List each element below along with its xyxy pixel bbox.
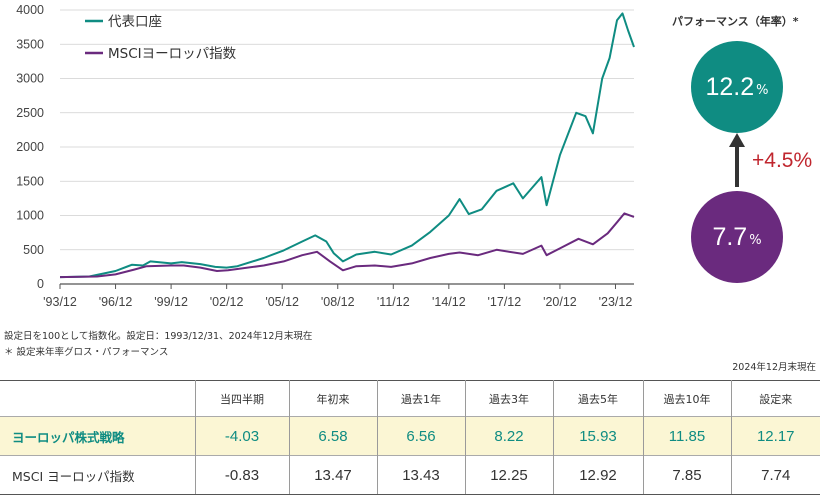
- row-label: ヨーロッパ株式戦略: [0, 416, 195, 456]
- table-row-index: MSCI ヨーロッパ指数 -0.83 13.47 13.43 12.25 12.…: [0, 455, 820, 495]
- y-tick-label: 4000: [16, 3, 44, 17]
- table-cell: 13.47: [288, 455, 377, 495]
- table-cell: 7.85: [642, 455, 731, 495]
- y-tick-label: 3000: [16, 72, 44, 86]
- index-performance-unit: %: [749, 232, 762, 248]
- header-quarter: 当四半期: [194, 380, 289, 417]
- x-tick-label: '14/12: [432, 295, 466, 309]
- header-10y: 過去10年: [642, 380, 731, 417]
- performance-table: 当四半期 年初来 過去1年 過去3年 過去5年 過去10年 設定来 ヨーロッパ株…: [0, 380, 820, 495]
- row-label: MSCI ヨーロッパ指数: [0, 455, 195, 495]
- x-tick-label: '23/12: [599, 295, 633, 309]
- table-cell: 8.22: [464, 416, 553, 456]
- x-tick-label: '08/12: [321, 295, 355, 309]
- table-cell: 12.25: [464, 455, 553, 495]
- fund-performance-circle: 12.2%: [691, 41, 783, 133]
- table-cell: 7.74: [730, 455, 820, 495]
- table-cell: 12.17: [730, 416, 820, 456]
- up-arrow-icon: [729, 133, 745, 187]
- legend: 代表口座 MSCIヨーロッパ指数: [85, 14, 237, 62]
- y-tick-label: 2000: [16, 140, 44, 154]
- y-tick-label: 3500: [16, 37, 44, 51]
- performance-difference: +4.5%: [752, 149, 813, 172]
- x-tick-label: '20/12: [543, 295, 577, 309]
- x-axis-ticks: '93/12 '96/12 '99/12 '02/12 '05/12 '08/12 '11/…: [43, 284, 632, 309]
- x-tick-label: '11/12: [377, 295, 410, 309]
- table-cell: 13.43: [376, 455, 465, 495]
- fund-performance-value: 12.2: [705, 72, 755, 101]
- series-lines: [59, 12, 635, 279]
- x-tick-label: '96/12: [99, 295, 133, 309]
- header-5y: 過去5年: [552, 380, 643, 417]
- header-empty: [0, 381, 195, 417]
- x-tick-label: '05/12: [265, 295, 299, 309]
- table-cell: 12.92: [552, 455, 643, 495]
- header-3y: 過去3年: [464, 380, 553, 417]
- table-cell: 6.58: [288, 416, 377, 456]
- y-tick-label: 1500: [16, 174, 44, 188]
- table-cell: -0.83: [194, 455, 289, 495]
- series-line-index: [59, 212, 635, 279]
- grid-lines: [60, 9, 634, 285]
- table-header-row: 当四半期 年初来 過去1年 過去3年 過去5年 過去10年 設定来: [0, 380, 820, 417]
- header-inception: 設定来: [730, 380, 820, 417]
- x-tick-label: '99/12: [154, 295, 188, 309]
- header-ytd: 年初来: [288, 380, 377, 417]
- note-base-date: 設定日を100として指数化。設定日：1993/12/31、2024年12月末現在: [4, 331, 313, 342]
- x-tick-label: '02/12: [210, 295, 244, 309]
- table-cell: 11.85: [642, 416, 731, 456]
- legend-label: MSCIヨーロッパ指数: [108, 46, 237, 62]
- x-tick-label: '93/12: [43, 295, 77, 309]
- table-cell: -4.03: [194, 416, 289, 456]
- y-tick-label: 2500: [16, 106, 44, 120]
- legend-label: 代表口座: [108, 14, 162, 30]
- table-row-fund: ヨーロッパ株式戦略 -4.03 6.58 6.56 8.22 15.93 11.…: [0, 416, 820, 456]
- y-tick-label: 0: [37, 277, 44, 291]
- header-1y: 過去1年: [376, 380, 465, 417]
- as-of-date: 2024年12月末現在: [732, 362, 816, 373]
- y-tick-label: 1000: [16, 209, 44, 223]
- table-cell: 15.93: [552, 416, 643, 456]
- series-line-fund: [59, 12, 635, 279]
- performance-title: パフォーマンス（年率）*: [672, 15, 799, 28]
- table-cell: 6.56: [376, 416, 465, 456]
- x-tick-label: '17/12: [488, 295, 522, 309]
- index-performance-value: 7.7: [712, 222, 748, 251]
- index-performance-circle: 7.7%: [691, 191, 783, 283]
- y-tick-label: 500: [23, 243, 44, 257]
- fund-performance-unit: %: [756, 82, 769, 98]
- note-gross-performance: ＊ 設定来年率グロス・パフォーマンス: [4, 347, 169, 358]
- y-axis-ticks: 0 500 1000 1500 2000 2500 3000 3500 4000: [16, 3, 44, 291]
